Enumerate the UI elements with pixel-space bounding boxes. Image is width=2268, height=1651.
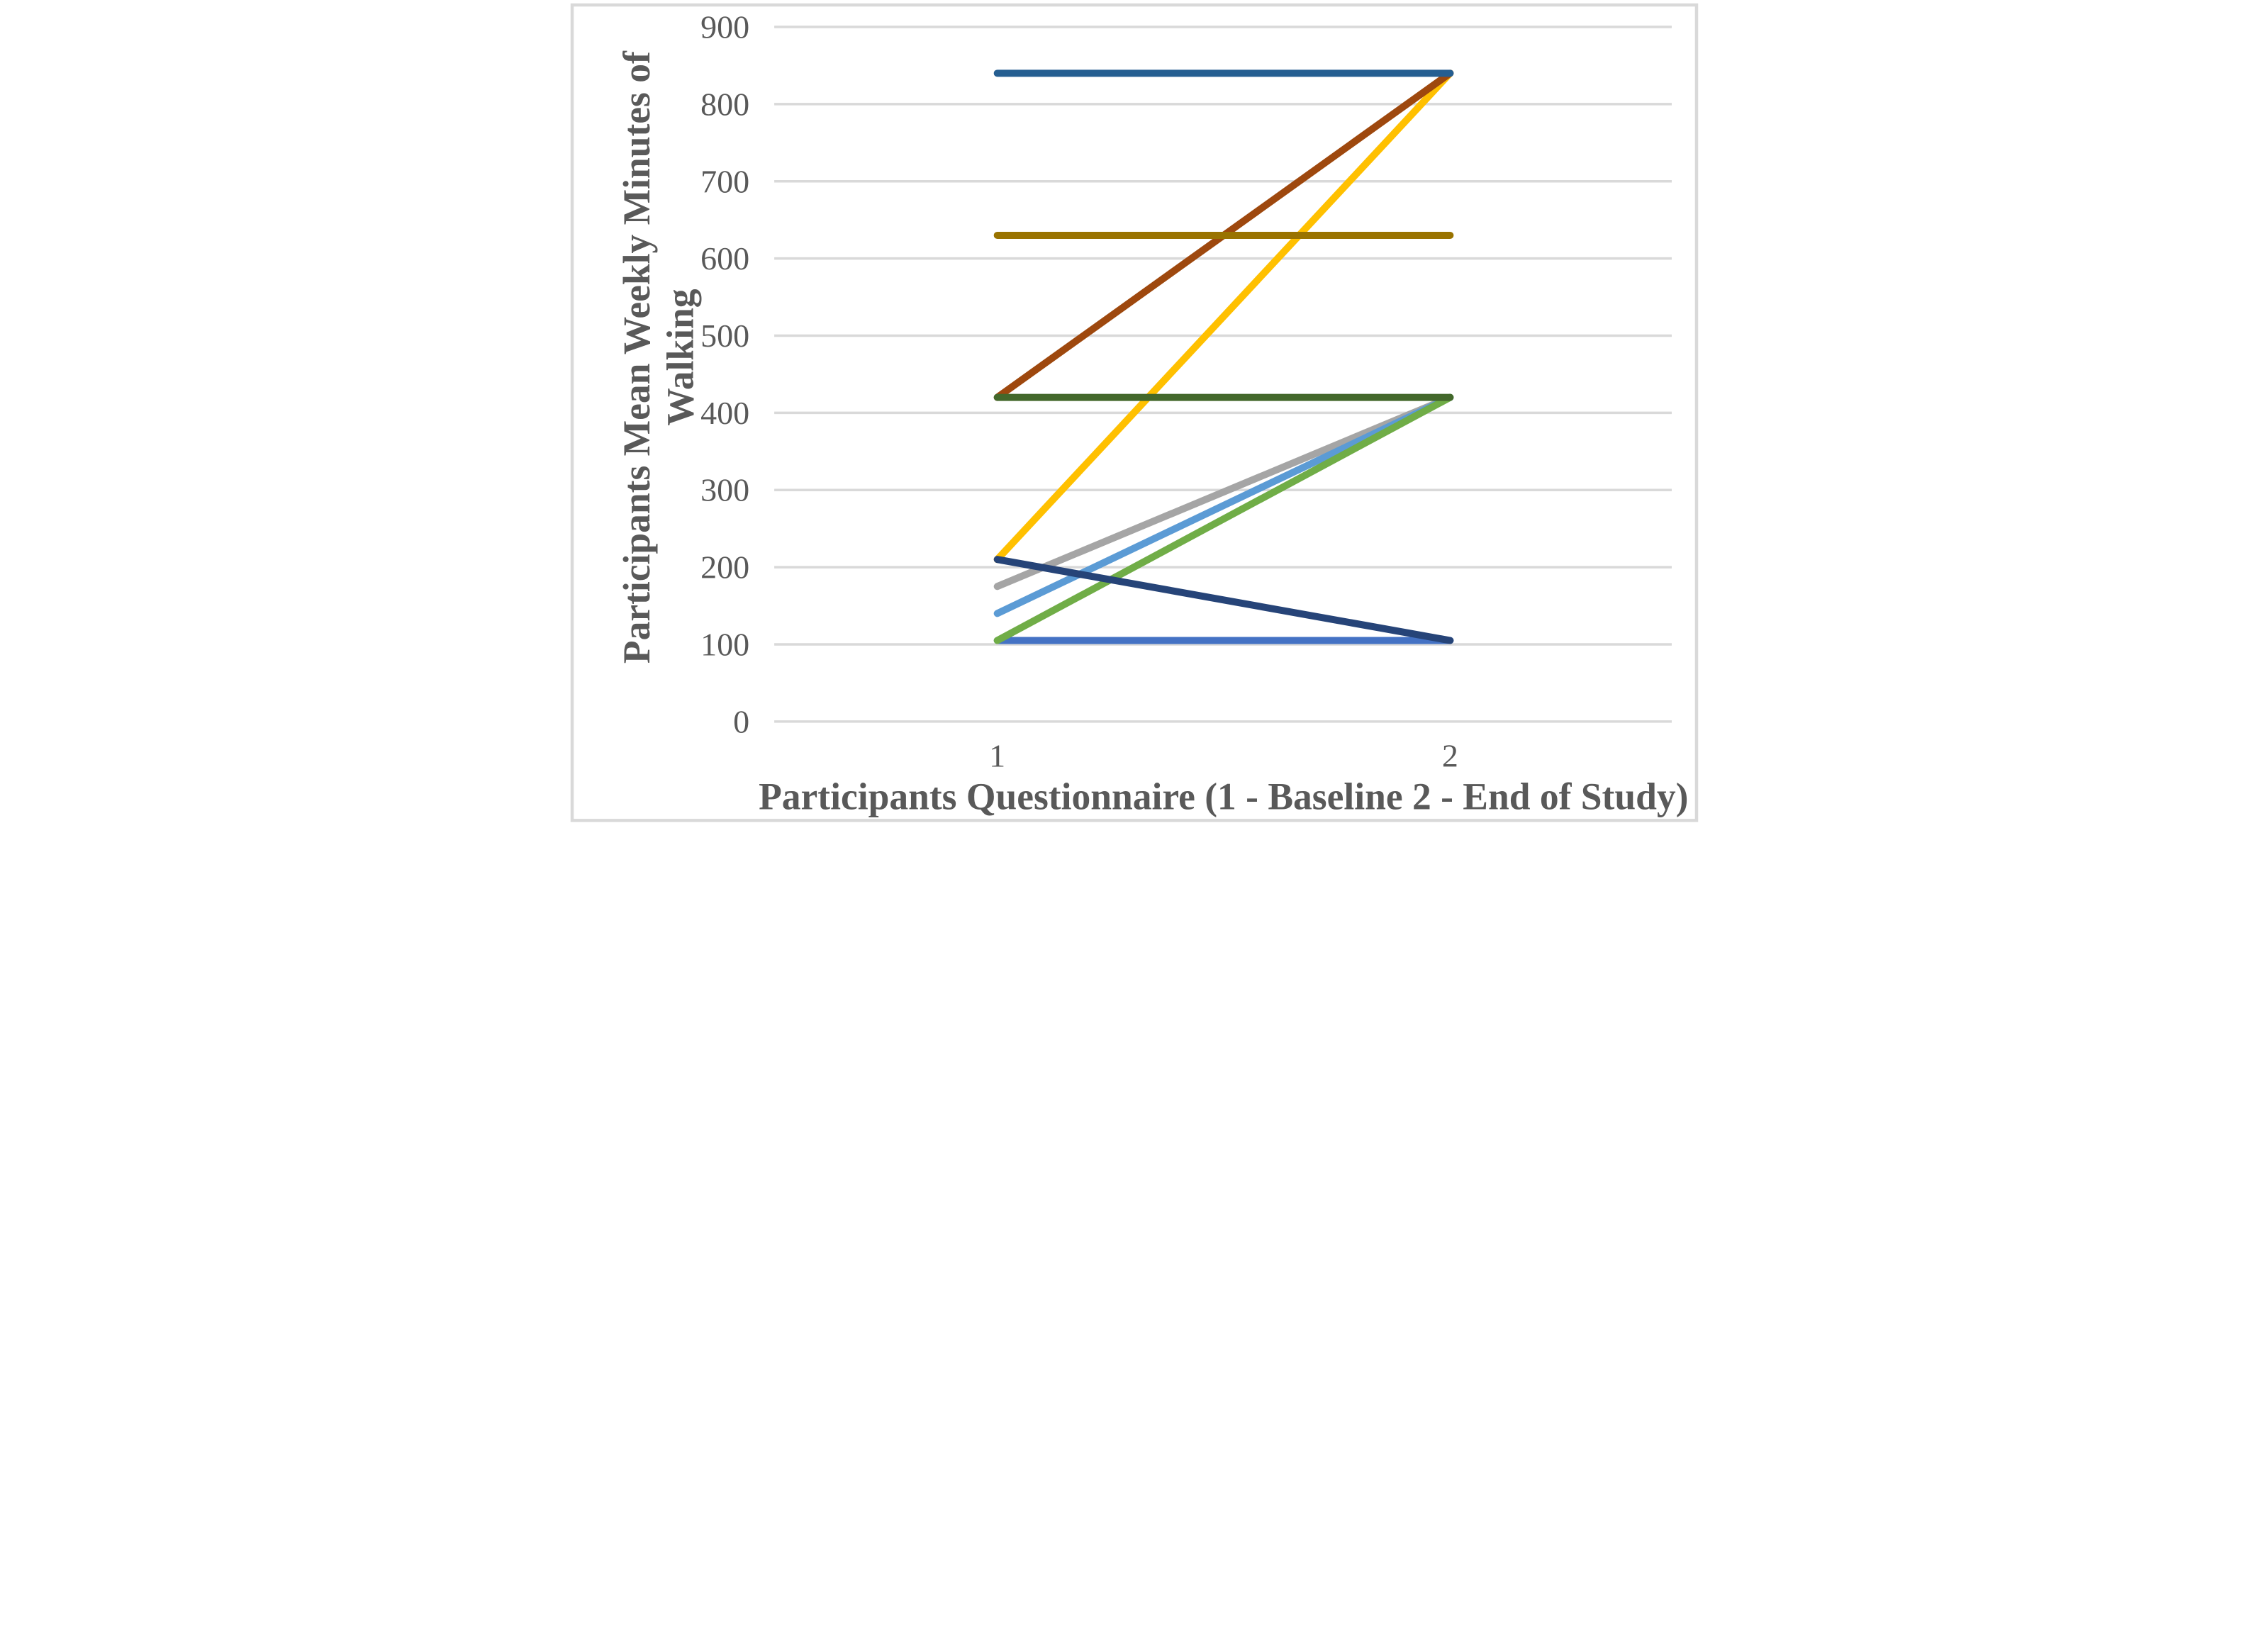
y-axis-title-line-1: Participants Mean Weekly Minutes of <box>615 50 658 664</box>
y-tick-label-100: 100 <box>700 626 749 662</box>
y-tick-label-600: 600 <box>700 240 749 276</box>
y-axis-tick-labels: 0 100 200 300 400 500 600 700 800 900 <box>700 9 749 740</box>
series-lines-group <box>993 69 1453 644</box>
chart-border-frame <box>570 3 1698 822</box>
x-tick-label-2: 2 <box>1441 737 1458 773</box>
series-line-5 <box>993 393 1453 644</box>
series-line-2 <box>993 393 1453 591</box>
y-tick-label-800: 800 <box>700 86 749 122</box>
series-line-3 <box>993 69 1453 564</box>
y-tick-label-700: 700 <box>700 163 749 199</box>
y-tick-label-500: 500 <box>700 318 749 354</box>
gridlines-group <box>773 26 1672 723</box>
y-tick-label-200: 200 <box>700 549 749 586</box>
x-axis-title: Participants Questionnaire (1 - Baseline… <box>759 775 1688 817</box>
y-axis-title-line-2: Walking <box>659 289 701 426</box>
y-tick-label-300: 300 <box>700 472 749 508</box>
y-tick-label-0: 0 <box>733 703 749 739</box>
x-tick-label-1: 1 <box>989 737 1005 773</box>
series-line-6 <box>993 556 1453 644</box>
series-line-4 <box>993 393 1453 617</box>
y-tick-label-900: 900 <box>700 9 749 45</box>
y-tick-label-400: 400 <box>700 395 749 431</box>
